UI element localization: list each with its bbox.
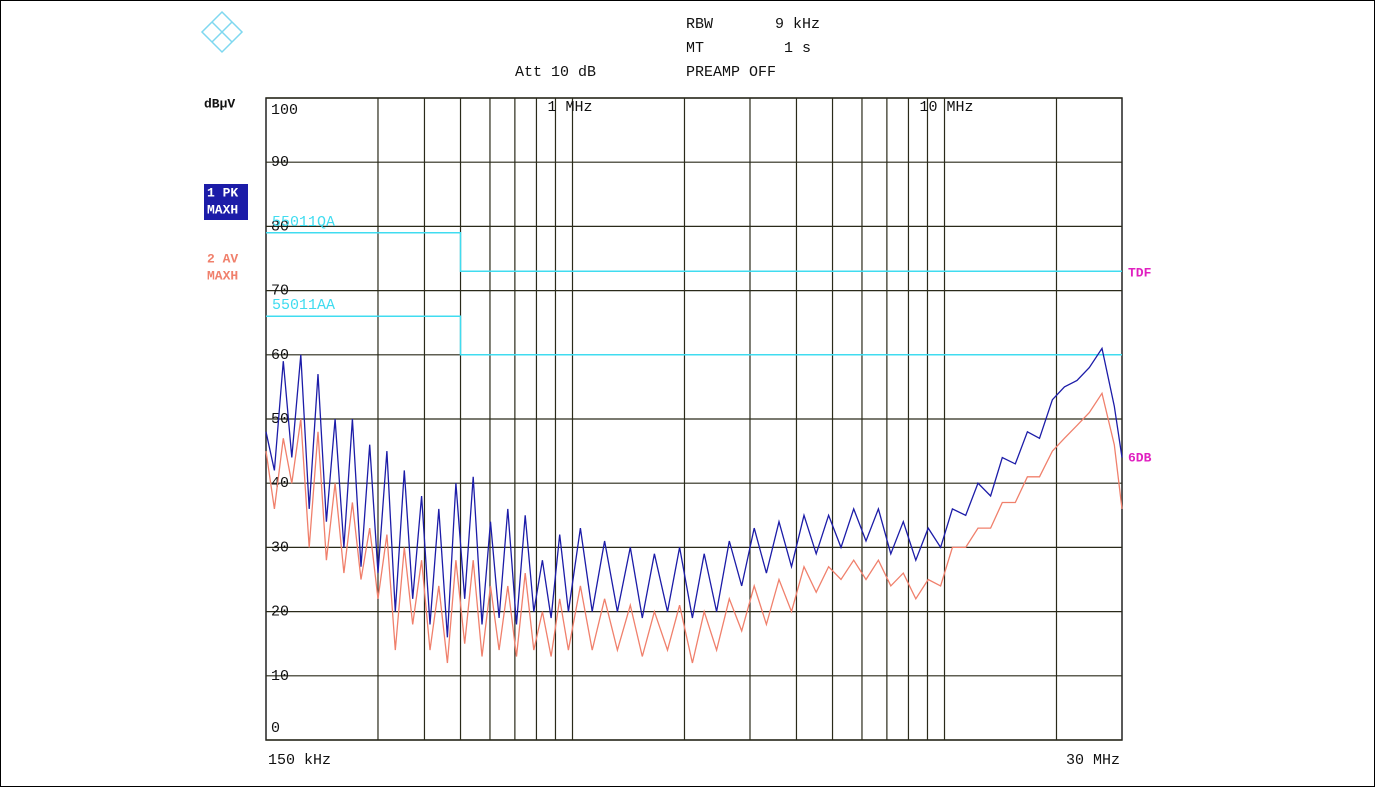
trace-name: 1 PK	[207, 185, 238, 200]
x-tick-label: 150 kHz	[268, 752, 331, 769]
y-tick-label: 20	[271, 604, 289, 621]
trace-name: 2 AV	[207, 251, 238, 266]
y-tick-label: 100	[271, 102, 298, 119]
logo	[200, 10, 244, 54]
mt-value: 1 s	[784, 40, 811, 57]
trace-mode: MAXH	[207, 202, 238, 217]
trace	[265, 346, 1123, 638]
mt-label: MT	[686, 40, 704, 57]
x-tick-label: 10 MHz	[920, 99, 974, 116]
y-tick-label: 70	[271, 283, 289, 300]
limit-label: 55011QA	[272, 214, 335, 231]
trace-badge	[204, 184, 248, 220]
limit-label: 55011AA	[272, 297, 335, 314]
trace	[265, 391, 1123, 664]
rbw-label: RBW	[686, 16, 713, 33]
rbw-value: 9 kHz	[775, 16, 820, 33]
preamp-text: PREAMP OFF	[686, 64, 776, 81]
att-text: Att 10 dB	[515, 64, 596, 81]
x-tick-label: 1 MHz	[548, 99, 593, 116]
marker-label: 6DB	[1128, 450, 1152, 465]
limit-line	[266, 315, 1122, 356]
y-tick-label: 50	[271, 411, 289, 428]
marker-label: TDF	[1128, 265, 1152, 280]
y-tick-label: 60	[271, 347, 289, 364]
y-tick-label: 80	[271, 218, 289, 235]
limit-line	[266, 232, 1122, 273]
y-tick-label: 10	[271, 668, 289, 685]
trace-mode: MAXH	[207, 268, 238, 283]
y-tick-label: 0	[271, 720, 280, 737]
x-tick-label: 30 MHz	[1066, 752, 1120, 769]
unit-label: dBµV	[204, 96, 235, 111]
y-tick-label: 90	[271, 154, 289, 171]
y-tick-label: 40	[271, 475, 289, 492]
y-tick-label: 30	[271, 539, 289, 556]
